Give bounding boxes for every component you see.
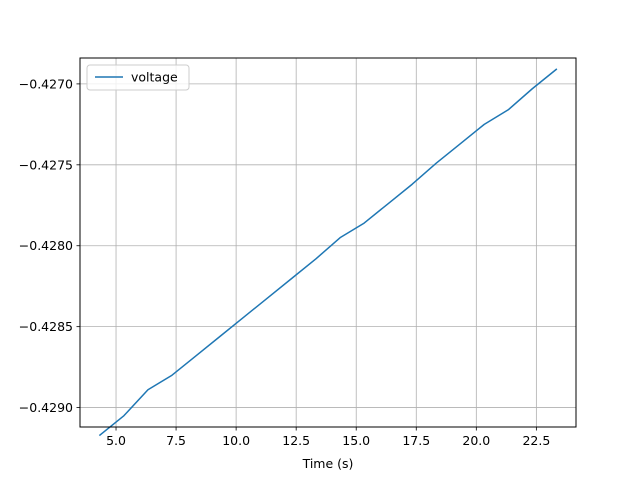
- y-axis: −0.4290 −0.4285 −0.4280 −0.4275 −0.4270: [19, 76, 80, 415]
- x-tick-label: 15.0: [342, 433, 370, 448]
- legend-box: [86, 64, 190, 91]
- x-tick-label: 22.5: [522, 433, 550, 448]
- y-tick-label: −0.4285: [19, 319, 73, 334]
- legend: voltage: [86, 64, 190, 91]
- y-tick-label: −0.4275: [19, 157, 73, 172]
- x-tick-label: 12.5: [282, 433, 310, 448]
- y-tick-label: −0.4290: [19, 400, 73, 415]
- series-line-voltage: [98, 68, 558, 437]
- y-tick-label: −0.4280: [19, 238, 73, 253]
- x-axis: 5.0 7.5 10.0 12.5 15.0 17.5 20.0 22.5: [106, 427, 550, 448]
- series-layer: [98, 68, 558, 437]
- x-tick-label: 17.5: [402, 433, 430, 448]
- x-tick-label: 7.5: [166, 433, 186, 448]
- x-axis-label: Time (s): [302, 456, 354, 471]
- plot-frame: [79, 57, 577, 428]
- x-tick-label: 10.0: [222, 433, 250, 448]
- legend-label-voltage: voltage: [131, 70, 178, 85]
- y-tick-label: −0.4270: [19, 76, 73, 91]
- x-tick-label: 20.0: [462, 433, 490, 448]
- x-tick-label: 5.0: [106, 433, 126, 448]
